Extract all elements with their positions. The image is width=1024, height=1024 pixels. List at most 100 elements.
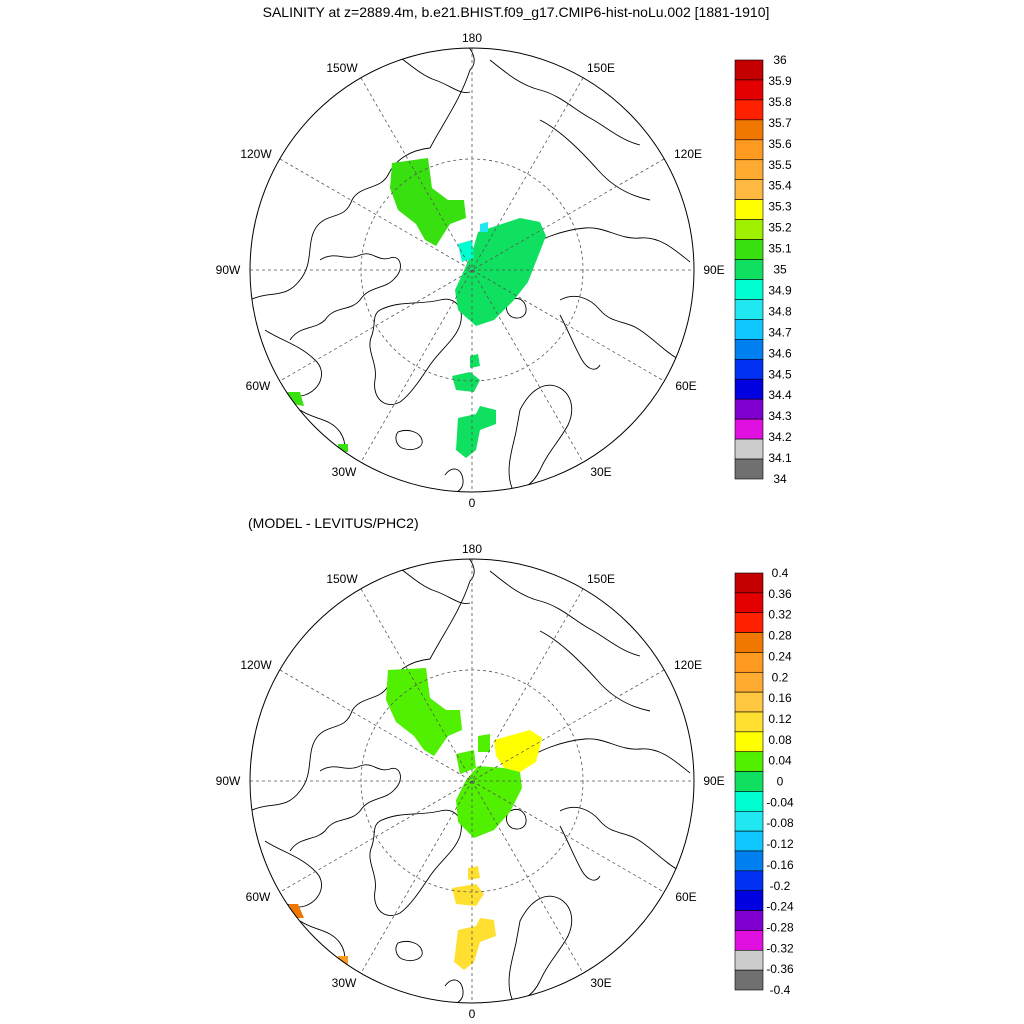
lon-labels-salinity: 180 150E 120E 90E 60E 30E 0 30W 60W 90W … xyxy=(216,31,725,510)
lon-label: 30E xyxy=(590,465,611,479)
colorbar-swatch xyxy=(734,418,764,440)
colorbar-swatch xyxy=(734,751,764,772)
colorbar-swatch xyxy=(734,219,764,240)
colorbar-tick-label: 35.9 xyxy=(768,74,792,88)
colorbar-tick-label: 0.12 xyxy=(768,712,792,726)
colorbar-swatch xyxy=(734,870,764,892)
colorbar-tick-label: 35.2 xyxy=(768,221,792,235)
colorbar-swatch xyxy=(734,239,764,260)
colorbar-tick-label: 34.4 xyxy=(768,388,792,402)
panel-subtitle: (MODEL - LEVITUS/PHC2) xyxy=(248,515,419,531)
field-eurasian-basin xyxy=(456,766,522,838)
coastline-north-america xyxy=(250,48,475,301)
field-norwegian-sea xyxy=(454,918,496,970)
colorbar-tick-label: 0.4 xyxy=(772,566,789,580)
field-norwegian-sea xyxy=(456,406,496,458)
colorbar-tick-label: 34.3 xyxy=(768,409,792,423)
colorbar-swatch xyxy=(734,279,764,300)
colorbar-swatch xyxy=(734,159,764,181)
colorbar-tick-label: 0.32 xyxy=(768,608,792,622)
coastline-svalbard xyxy=(506,297,527,319)
coastline-iceland xyxy=(395,429,423,451)
coastline-chukotka xyxy=(489,59,641,146)
colorbar-swatch xyxy=(734,731,764,753)
field-canada-basin xyxy=(456,750,476,774)
colorbar-tick-label: 0.08 xyxy=(768,733,792,747)
colorbar-swatch xyxy=(734,139,764,161)
lon-label: 120E xyxy=(674,658,702,672)
colorbar-swatch xyxy=(734,259,764,280)
colorbar-swatch xyxy=(734,930,764,951)
lon-label: 180 xyxy=(462,542,482,556)
coastline-russia-north xyxy=(559,807,681,872)
coastline-britain xyxy=(444,468,464,492)
colorbar-swatch xyxy=(734,572,764,594)
lon-label: 180 xyxy=(462,31,482,45)
colorbar-swatch xyxy=(734,199,764,220)
field-fram-strait xyxy=(452,372,480,392)
lon-label: 90W xyxy=(216,774,241,788)
colorbar-tick-label: 35 xyxy=(773,263,787,277)
colorbar-tick-label: 34.6 xyxy=(768,346,792,360)
colorbar-swatch xyxy=(734,99,764,121)
colorbar-swatch xyxy=(734,438,764,460)
lon-label: 90E xyxy=(703,774,724,788)
map-panel-salinity: 180 150E 120E 90E 60E 30E 0 30W 60W 90W … xyxy=(216,31,792,510)
colorbar-tick-label: 35.3 xyxy=(768,200,792,214)
colorbar-swatch xyxy=(734,179,764,200)
colorbar-swatch xyxy=(734,652,764,673)
lon-label: 120W xyxy=(240,147,272,161)
field-atlantic-spot xyxy=(338,956,348,964)
colorbar-tick-label: -0.08 xyxy=(766,816,794,830)
colorbar-tick-label: 34.2 xyxy=(768,430,792,444)
field-pacific-green xyxy=(386,668,462,756)
lon-labels-difference: 180 150E 120E 90E 60E 30E 0 30W 60W 90W … xyxy=(216,542,725,1021)
lon-label: 150W xyxy=(326,572,358,586)
coastline-greenland xyxy=(369,809,462,916)
field-small-green xyxy=(478,734,490,752)
colorbar-salinity: 36 35.9 35.8 35.7 35.6 35.5 35.4 35.3 35.2 35.1 35… xyxy=(734,53,792,486)
coastlines xyxy=(250,48,691,492)
colorbar-swatch xyxy=(734,592,764,614)
colorbar-tick-label: 34.8 xyxy=(768,304,792,318)
colorbar-tick-label: 34 xyxy=(773,472,787,486)
colorbar-tick-label: -0.24 xyxy=(766,900,794,914)
lon-label: 150E xyxy=(587,572,615,586)
data-fields-salinity xyxy=(287,158,546,458)
colorbar-tick-label: 35.6 xyxy=(768,137,792,151)
colorbar-tick-label: -0.28 xyxy=(766,920,794,934)
colorbar-swatch xyxy=(734,458,764,480)
graticule-salinity xyxy=(250,48,694,492)
colorbar-swatch xyxy=(734,691,764,713)
coastline-scandinavia xyxy=(508,384,573,490)
colorbar-difference: 0.4 0.36 0.32 0.28 0.24 0.2 0.16 0.12 0.08 0.04 0 -… xyxy=(734,566,794,997)
coastline-siberia xyxy=(519,738,691,774)
coastline-siberia xyxy=(519,227,691,263)
coastline-alaska xyxy=(389,560,471,604)
colorbar-tick-label: 0.24 xyxy=(768,649,792,663)
colorbar-tick-label: 35.7 xyxy=(768,116,792,130)
colorbar-swatch xyxy=(734,771,764,792)
field-eurasian-yellow xyxy=(494,730,542,772)
colorbar-tick-label: 35.8 xyxy=(768,95,792,109)
field-fram-strait xyxy=(452,884,484,906)
colorbar-tick-label: 0.36 xyxy=(768,587,792,601)
coastline-russia-north xyxy=(559,296,681,361)
colorbar-swatch xyxy=(734,59,764,81)
coastline-novaya-zemlya xyxy=(559,825,601,881)
coastline-canadian-archipelago xyxy=(289,253,401,341)
lon-label: 90W xyxy=(216,263,241,277)
colorbar-swatch xyxy=(734,612,764,633)
lon-label: 150E xyxy=(587,61,615,75)
lon-label: 30W xyxy=(332,976,357,990)
map-panel-difference: (MODEL - LEVITUS/PHC2) xyxy=(216,515,794,1021)
colorbar-swatch xyxy=(734,910,764,931)
colorbar-tick-label: -0.32 xyxy=(766,941,794,955)
field-labrador-spot xyxy=(287,392,304,406)
coastline-east-siberia xyxy=(539,630,651,712)
map-border-salinity xyxy=(249,47,695,493)
colorbar-tick-label: 34.7 xyxy=(768,325,792,339)
colorbar-swatch xyxy=(734,79,764,101)
field-eurasian-basin xyxy=(455,218,546,326)
